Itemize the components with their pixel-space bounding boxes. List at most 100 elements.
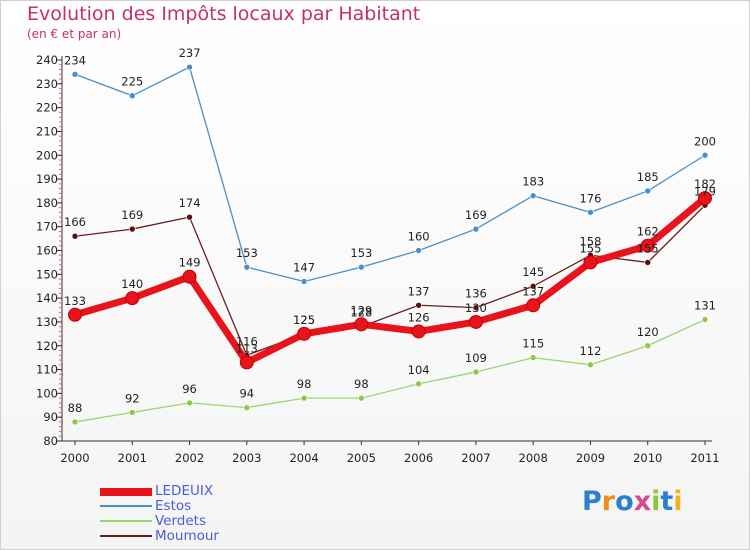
x-tick-label: 2000 (60, 451, 89, 465)
x-tick-label: 2007 (461, 451, 490, 465)
series-line-verdets (74, 318, 706, 423)
data-point-ledeuix (698, 191, 712, 206)
y-tick-label: 120 (36, 339, 58, 353)
y-tick-label: 110 (36, 363, 58, 377)
data-label-moumour: 125 (293, 313, 315, 327)
data-label-verdets: 112 (579, 344, 601, 358)
data-point-ledeuix (354, 317, 369, 332)
proxiti-logo: Proxiti (582, 486, 683, 517)
data-label-verdets: 120 (637, 325, 659, 339)
data-label-moumour: 169 (121, 208, 143, 222)
data-label-moumour: 137 (408, 284, 430, 298)
logo-letter: o (615, 486, 634, 517)
data-label-verdets: 94 (239, 387, 254, 401)
data-point-estos (300, 278, 308, 285)
chart-series (68, 63, 712, 426)
data-label-estos: 176 (579, 191, 601, 205)
data-label-ledeuix: 126 (408, 310, 430, 324)
y-tick-label: 150 (36, 267, 58, 281)
data-label-estos: 147 (293, 260, 315, 274)
data-point-estos (644, 187, 652, 195)
chart-legend: LEDEUIX Estos Verdets Moumour (100, 484, 260, 544)
legend-label-verdets: Verdets (155, 513, 207, 529)
data-point-verdets (701, 316, 709, 323)
data-label-moumour: 179 (694, 184, 716, 198)
data-label-estos: 160 (408, 230, 430, 244)
legend-label-ledeuix: LEDEUIX (155, 483, 214, 499)
data-label-ledeuix: 149 (179, 256, 201, 270)
x-tick-label: 2003 (232, 451, 261, 465)
data-point-verdets (186, 399, 193, 407)
legend-swatch-ledeuix (100, 488, 152, 496)
data-point-estos (701, 151, 709, 159)
data-label-verdets: 109 (465, 351, 487, 365)
data-label-moumour: 145 (522, 265, 544, 279)
data-label-ledeuix: 140 (121, 277, 143, 291)
legend-label-estos: Estos (155, 498, 192, 514)
data-point-estos (415, 247, 422, 254)
y-tick-label: 80 (43, 434, 58, 448)
legend-swatch-estos (100, 505, 152, 507)
data-label-moumour: 158 (579, 234, 601, 248)
logo-letter: i (651, 486, 661, 517)
data-label-ledeuix: 129 (350, 303, 372, 317)
x-tick-label: 2005 (347, 451, 376, 465)
data-point-ledeuix (239, 355, 254, 370)
data-label-verdets: 131 (694, 299, 716, 313)
data-label-moumour: 155 (637, 241, 659, 255)
series-line-moumour (74, 204, 706, 356)
legend-label-moumour: Moumour (155, 528, 219, 544)
y-tick-label: 220 (36, 101, 58, 115)
data-point-moumour (529, 282, 537, 290)
data-point-verdets (644, 342, 652, 350)
data-label-estos: 183 (522, 175, 544, 189)
data-label-estos: 153 (350, 246, 372, 260)
data-label-ledeuix: 137 (522, 284, 544, 298)
data-point-ledeuix (468, 314, 483, 329)
x-tick-label: 2006 (404, 451, 433, 465)
series-line-estos (74, 66, 706, 283)
data-label-moumour: 136 (465, 287, 487, 301)
x-tick-label: 2001 (118, 451, 147, 465)
data-point-ledeuix (640, 238, 655, 253)
data-point-verdets (358, 394, 365, 402)
data-point-ledeuix (526, 298, 541, 313)
data-label-verdets: 98 (354, 377, 369, 391)
x-tick-label: 2002 (175, 451, 204, 465)
data-point-estos (587, 209, 594, 216)
data-point-verdets (71, 418, 79, 426)
x-tick-label: 2004 (289, 451, 318, 465)
data-point-verdets (587, 361, 594, 369)
legend-item-estos: Estos (100, 499, 260, 514)
data-point-ledeuix (182, 269, 197, 284)
data-label-estos: 225 (121, 75, 143, 89)
logo-letter: P (582, 486, 602, 517)
data-label-ledeuix: 133 (64, 294, 86, 308)
chart-data-labels: 234 225 237 153 147 153 160 169 183 176 185 200 88 92… (64, 46, 716, 415)
y-tick-label: 200 (36, 148, 58, 162)
data-point-moumour (128, 225, 136, 233)
logo-letter: t (660, 486, 674, 517)
data-label-ledeuix: 155 (579, 241, 601, 255)
y-tick-label: 90 (43, 410, 58, 424)
x-tick-label: 2011 (690, 451, 719, 465)
data-label-verdets: 115 (522, 337, 544, 351)
data-point-estos (472, 225, 480, 233)
data-label-moumour: 166 (64, 215, 86, 229)
x-tick-label: 2008 (519, 451, 548, 465)
data-point-estos (128, 92, 136, 100)
data-label-ledeuix: 113 (236, 341, 258, 355)
data-point-ledeuix (411, 324, 426, 339)
data-label-verdets: 98 (297, 377, 312, 391)
data-point-ledeuix (583, 255, 598, 270)
data-point-ledeuix (68, 307, 82, 322)
data-label-verdets: 96 (182, 382, 197, 396)
y-tick-label: 230 (36, 77, 58, 91)
x-tick-label: 2010 (633, 451, 662, 465)
data-point-estos (186, 63, 193, 71)
chart-title: Evolution des Impôts locaux par Habitant (27, 3, 421, 25)
y-tick-label: 130 (36, 315, 58, 329)
series-line-ledeuix (71, 194, 709, 366)
